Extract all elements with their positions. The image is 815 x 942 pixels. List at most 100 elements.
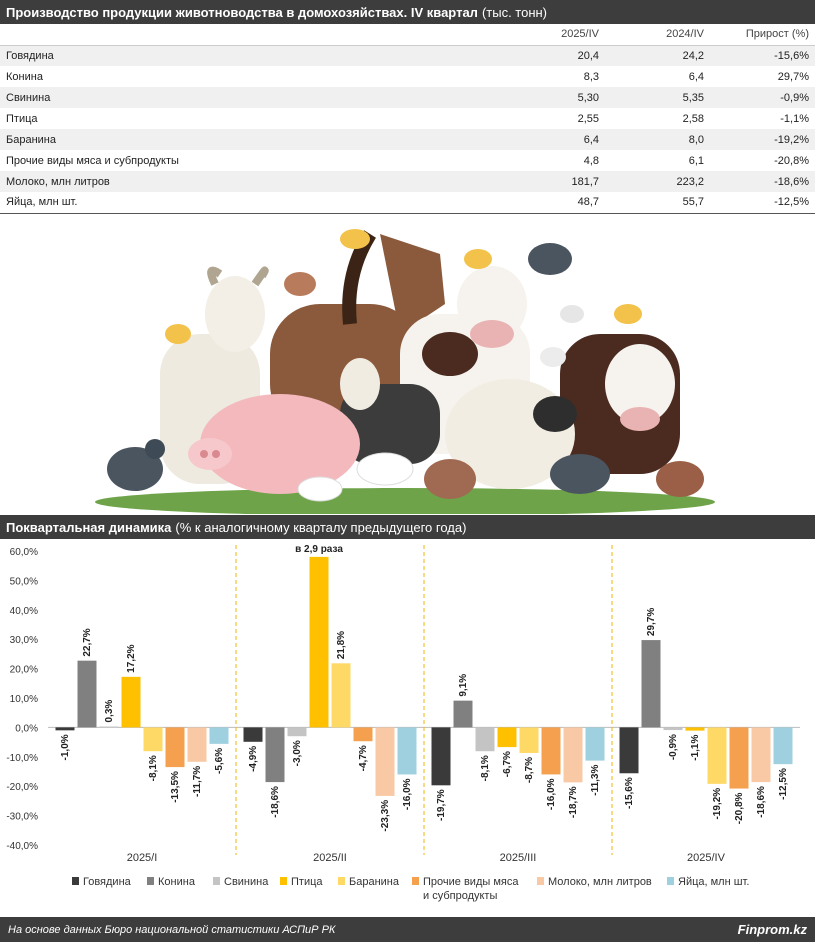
row-2024: 24,2 xyxy=(605,45,710,66)
bar xyxy=(563,727,583,783)
data-label: -13,5% xyxy=(170,771,181,803)
row-2024: 55,7 xyxy=(605,192,710,214)
col-2025: 2025/IV xyxy=(480,24,605,46)
row-name: Баранина xyxy=(0,129,480,150)
bar xyxy=(55,727,75,731)
kid-goat-figure xyxy=(340,358,440,464)
data-label: -19,7% xyxy=(436,789,447,821)
pigeon-figure xyxy=(107,439,165,491)
col-growth: Прирост (%) xyxy=(710,24,815,46)
col-name xyxy=(0,24,480,46)
table-row: Молоко, млн литров 181,7 223,2 -18,6% xyxy=(0,171,815,192)
chart-title: Поквартальная динамика xyxy=(6,519,172,535)
data-label: -11,3% xyxy=(590,765,601,796)
row-growth: -0,9% xyxy=(710,87,815,108)
production-table: 2025/IV 2024/IV Прирост (%) Говядина 20,4… xyxy=(0,24,815,214)
bar xyxy=(121,676,141,728)
row-growth: 29,7% xyxy=(777,70,809,83)
y-tick-label: 20,0% xyxy=(10,665,38,676)
legend-label: Говядина xyxy=(83,876,132,888)
bar xyxy=(773,727,793,765)
chick-figure xyxy=(340,229,370,249)
legend-label: Яйца, млн шт. xyxy=(678,876,749,888)
hen-figure xyxy=(424,459,476,499)
row-growth: -1,1% xyxy=(780,112,809,125)
table-head-row: 2025/IV 2024/IV Прирост (%) xyxy=(0,24,815,46)
legend-label: Молоко, млн литров xyxy=(548,876,652,888)
row-2024: 5,35 xyxy=(605,87,710,108)
cow-figure xyxy=(560,334,680,474)
legend-swatch xyxy=(72,877,79,885)
table-row: Птица 2,55 2,58 -1,1% xyxy=(0,108,815,129)
chick-figure xyxy=(614,304,642,324)
bar xyxy=(331,663,351,728)
data-label: -5,6% xyxy=(214,748,225,774)
legend-label: Птица xyxy=(291,876,323,888)
data-label: -20,8% xyxy=(734,792,745,824)
row-2024: 6,4 xyxy=(688,70,704,83)
bar xyxy=(99,726,119,728)
category-label: 2025/IV xyxy=(687,852,726,864)
duck-figure xyxy=(297,476,343,502)
legend-label: Конина xyxy=(158,876,196,888)
legend-label: Баранина xyxy=(349,876,400,888)
row-2024: 8,0 xyxy=(605,129,710,150)
bar xyxy=(475,727,495,752)
row-growth: -20,8% xyxy=(774,154,809,167)
pigeon-figure xyxy=(528,243,572,275)
row-name: Прочие виды мяса и субпродукты xyxy=(6,154,179,167)
bar xyxy=(243,727,263,742)
chart-subtitle: (% к аналогичному кварталу предыдущего г… xyxy=(175,519,467,535)
data-label: 17,2% xyxy=(126,644,137,672)
table-row: Прочие виды мяса и субпродукты 4,8 6,1 -20,… xyxy=(0,150,815,171)
bar xyxy=(165,727,185,768)
data-label: -15,6% xyxy=(624,777,635,809)
y-tick-label: -30,0% xyxy=(6,812,38,823)
category-label: 2025/I xyxy=(127,852,158,864)
data-label: -8,7% xyxy=(524,757,535,783)
data-label: -16,0% xyxy=(546,778,557,810)
y-tick-label: 50,0% xyxy=(10,576,38,587)
row-growth: -19,2% xyxy=(710,129,815,150)
data-label: 29,7% xyxy=(646,608,657,636)
data-label: -0,9% xyxy=(668,734,679,760)
brand-logo: Finprom.kz xyxy=(737,922,807,937)
data-label: -12,5% xyxy=(778,768,789,800)
legend-label: Прочие виды мяса xyxy=(423,876,519,888)
farm-animals-illustration xyxy=(95,229,715,514)
row-name: Молоко, млн литров xyxy=(0,171,480,192)
bar xyxy=(397,727,417,775)
bar xyxy=(287,727,307,737)
table-header: Производство продукции животноводства в … xyxy=(0,0,815,24)
legend-swatch xyxy=(338,877,345,885)
table-row: Баранина 6,4 8,0 -19,2% xyxy=(0,129,815,150)
data-label: 9,1% xyxy=(458,674,469,697)
bar xyxy=(143,727,163,752)
bar xyxy=(585,727,605,761)
sheep-figure xyxy=(445,379,577,489)
pig-figure xyxy=(188,394,360,494)
table-row: Конина 8,3 6,4 29,7% xyxy=(0,66,815,87)
row-2024: 223,2 xyxy=(605,171,710,192)
y-tick-label: 0,0% xyxy=(15,723,38,734)
data-label: 22,7% xyxy=(82,628,93,656)
row-2025: 2,55 xyxy=(577,112,599,125)
hen-figure xyxy=(656,461,704,497)
bar xyxy=(707,727,727,784)
bar xyxy=(619,727,639,774)
chick-figure xyxy=(165,324,191,344)
grass-patch xyxy=(95,488,715,514)
bar xyxy=(453,700,473,728)
bar xyxy=(729,727,749,789)
category-label: 2025/II xyxy=(313,852,347,864)
row-2024: 2,58 xyxy=(682,112,704,125)
data-label: -19,2% xyxy=(712,788,723,820)
data-label: -4,9% xyxy=(248,746,259,772)
row-growth: -15,6% xyxy=(710,45,815,66)
data-label: -18,6% xyxy=(756,786,767,818)
legend-swatch xyxy=(667,877,674,885)
footer: На основе данных Бюро национальной стати… xyxy=(0,917,815,942)
chart-header: Поквартальная динамика (% к аналогичному… xyxy=(0,515,815,539)
row-2025: 181,7 xyxy=(480,171,605,192)
data-label: -3,0% xyxy=(292,740,303,766)
